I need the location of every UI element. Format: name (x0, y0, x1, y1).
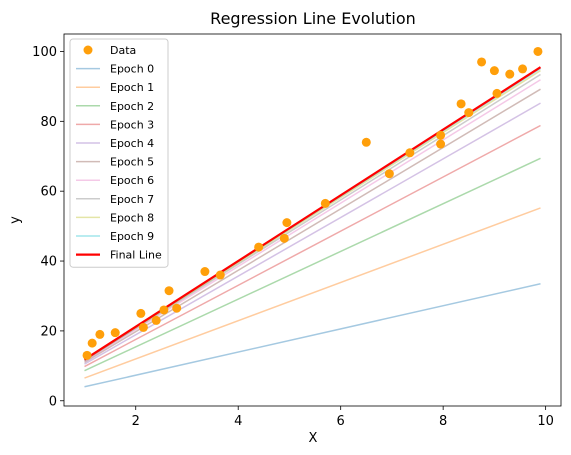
data-point (138, 322, 148, 332)
legend-box (69, 38, 169, 268)
legend-label: Epoch 4 (110, 137, 154, 150)
data-point (254, 242, 264, 252)
y-axis-label: y (8, 216, 23, 224)
data-point (361, 137, 371, 147)
series-line-epoch-3 (84, 124, 541, 368)
series-line-epoch-5 (84, 88, 541, 363)
data-point (82, 350, 92, 360)
x-tick-label: 10 (537, 414, 554, 429)
y-tick-label: 60 (40, 185, 57, 200)
data-point (384, 169, 394, 179)
series-line-epoch-0 (84, 283, 541, 388)
legend-label: Epoch 0 (110, 63, 154, 76)
data-point (533, 46, 543, 56)
data-point (172, 303, 182, 313)
legend: Data Epoch 0 Epoch 1 Epoch 2 Epoch 3 Epoch 4 E… (69, 38, 169, 268)
data-point (95, 329, 105, 339)
y-tick-label: 40 (40, 255, 57, 270)
series-line-epoch-1 (84, 207, 541, 379)
x-tick-label: 2 (132, 414, 140, 429)
legend-label: Epoch 7 (110, 193, 154, 206)
y-tick-label: 20 (40, 324, 57, 339)
legend-label: Epoch 9 (110, 230, 154, 243)
data-point (215, 270, 225, 280)
legend-label: Epoch 3 (110, 118, 154, 131)
x-tick-label: 8 (439, 414, 447, 429)
y-tick-label: 100 (32, 45, 57, 60)
series-line-epoch-7 (84, 73, 541, 362)
data-point (518, 64, 528, 74)
series-line-epoch-2 (84, 157, 541, 372)
data-point (436, 139, 446, 149)
legend-marker-data (83, 45, 93, 55)
data-point (159, 305, 169, 315)
legend-label: Data (110, 44, 136, 57)
data-point (200, 267, 210, 277)
data-point (320, 198, 330, 208)
plot-frame (63, 33, 562, 407)
data-point (405, 148, 415, 158)
legend-label: Epoch 5 (110, 156, 154, 169)
legend-label: Epoch 2 (110, 100, 154, 113)
data-point (151, 315, 161, 325)
data-point (464, 108, 474, 118)
data-point (164, 286, 174, 296)
series-line-epoch-6 (84, 79, 541, 362)
data-point (136, 308, 146, 318)
y-tick-label: 80 (40, 115, 57, 130)
x-tick-label: 6 (337, 414, 345, 429)
data-point (279, 233, 289, 243)
chart-title: Regression Line Evolution (210, 9, 416, 28)
data-point (477, 57, 487, 67)
data-point (456, 99, 466, 109)
legend-label: Epoch 8 (110, 211, 154, 224)
plot-area (82, 46, 543, 388)
data-point (110, 328, 120, 338)
legend-label: Epoch 6 (110, 174, 154, 187)
legend-label: Epoch 1 (110, 81, 154, 94)
data-point (436, 130, 446, 140)
y-tick-label: 0 (49, 394, 57, 409)
data-point (489, 66, 499, 76)
x-axis-label: X (309, 431, 318, 446)
x-tick-label: 4 (234, 414, 242, 429)
data-point (282, 218, 292, 228)
data-point (87, 338, 97, 348)
legend-label: Final Line (110, 249, 162, 262)
data-point (505, 69, 515, 79)
data-point (492, 88, 502, 98)
